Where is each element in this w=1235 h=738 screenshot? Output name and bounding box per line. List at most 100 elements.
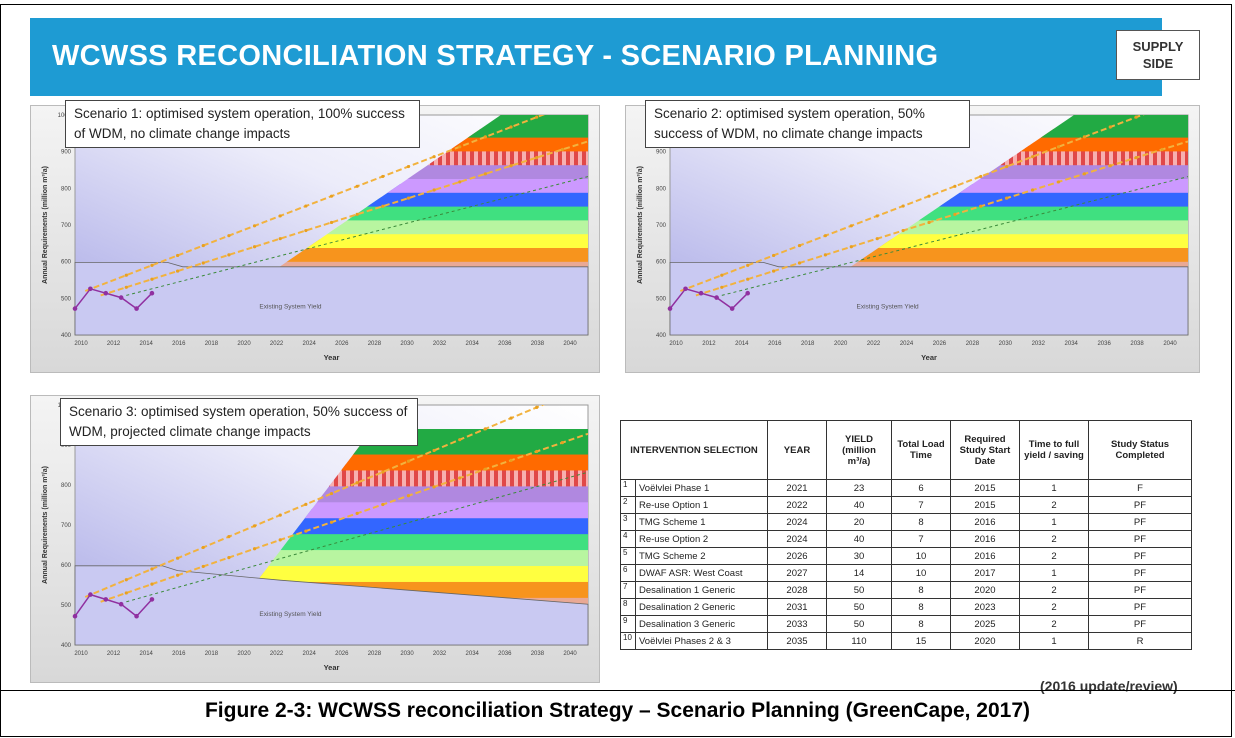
banner-title: WCWSS RECONCILIATION STRATEGY - SCENARIO…: [52, 40, 939, 72]
demand-marker: [483, 467, 487, 471]
table-cell: 8: [891, 513, 951, 531]
table-cell: 10: [891, 564, 951, 582]
demand-marker: [1031, 188, 1035, 192]
demand-marker: [176, 556, 180, 560]
x-tick-label: 2028: [368, 651, 382, 657]
historic-marker: [745, 290, 750, 296]
demand-marker: [406, 459, 411, 463]
historic-marker: [134, 613, 139, 619]
x-axis-label: Year: [921, 353, 937, 362]
table-cell: 2026: [767, 547, 827, 565]
table-cell: R: [1088, 632, 1192, 650]
x-tick-label: 2012: [107, 341, 121, 347]
historic-marker: [118, 601, 124, 607]
demand-marker: [304, 228, 308, 233]
intervention-name: Desalination 2 Generic: [635, 598, 768, 616]
demand-marker: [1056, 145, 1061, 149]
table-cell: 2025: [950, 615, 1020, 633]
demand-marker: [201, 243, 205, 248]
row-number: 5: [620, 547, 636, 565]
area-label: Existing System Yield: [259, 304, 322, 311]
x-tick-label: 2034: [466, 651, 480, 657]
demand-marker: [483, 427, 487, 431]
row-number: 9: [620, 615, 636, 633]
table-cell: 1: [1019, 479, 1089, 497]
y-tick-label: 500: [61, 603, 72, 609]
demand-marker: [1160, 147, 1164, 152]
demand-marker: [823, 253, 827, 257]
x-tick-label: 2022: [867, 341, 881, 347]
demand-marker: [355, 481, 359, 485]
demand-marker: [927, 220, 931, 225]
banner: WCWSS RECONCILIATION STRATEGY - SCENARIO…: [30, 18, 1162, 96]
y-tick-label: 700: [61, 223, 72, 229]
demand-marker: [1056, 180, 1061, 184]
demand-marker: [252, 224, 257, 228]
demand-lines: [84, 405, 588, 603]
x-tick-label: 2026: [335, 341, 349, 347]
intervention-name: Voëlvlei Phase 1: [635, 479, 768, 497]
x-tick-label: 2032: [1032, 341, 1046, 347]
chart-panel: Existing System Yield4005006007008009001…: [30, 100, 600, 373]
historic-marker: [149, 597, 155, 602]
table-cell: 40: [826, 530, 892, 548]
table-cell: PF: [1088, 496, 1192, 514]
y-tick-label: 1000: [58, 113, 72, 119]
demand-marker: [535, 449, 539, 454]
demand-line: [126, 471, 588, 603]
x-tick-label: 2036: [1097, 341, 1111, 347]
y-axis-label: Annual Requirements (million m³/a): [637, 166, 644, 284]
y-tick-label: 700: [656, 223, 667, 229]
x-tick-label: 2014: [140, 651, 154, 657]
x-tick-label: 2038: [1130, 341, 1144, 347]
demand-marker: [176, 253, 180, 258]
chart: Existing System Yield4005006007008009001…: [30, 395, 600, 683]
chart-panel: Existing System Yield4005006007008009001…: [625, 100, 1200, 373]
table-cell: 2: [1019, 581, 1089, 599]
historic-marker: [103, 597, 109, 602]
historic-demand: [669, 287, 749, 310]
demand-marker: [329, 220, 334, 225]
row-number: 1: [620, 479, 636, 497]
x-tick-label: 2026: [335, 651, 349, 657]
demand-marker: [720, 273, 724, 277]
demand-marker: [535, 156, 539, 160]
area-label: Existing System Yield: [259, 611, 322, 618]
demand-line: [84, 405, 545, 598]
table-cell: PF: [1088, 547, 1192, 565]
demand-marker: [432, 448, 436, 453]
demand-marker: [252, 245, 257, 249]
x-tick-label: 2016: [768, 341, 782, 347]
row-number: 6: [620, 564, 636, 582]
x-tick-label: 2012: [107, 651, 121, 657]
demand-marker: [329, 194, 334, 198]
table-cell: 2035: [767, 632, 827, 650]
historic-marker: [118, 295, 124, 300]
table-cell: F: [1088, 479, 1192, 497]
demand-marker: [901, 204, 905, 208]
demand-marker: [823, 234, 827, 238]
x-tick-label: 2020: [237, 341, 251, 347]
table-cell: 2: [1019, 615, 1089, 633]
y-tick-label: 700: [61, 523, 72, 529]
demand-marker: [1134, 115, 1138, 119]
x-tick-label: 2034: [1065, 341, 1079, 347]
table-cell: PF: [1088, 598, 1192, 616]
demand-marker: [252, 524, 257, 528]
x-tick-label: 2016: [172, 341, 186, 347]
table-row: 5 TMG Scheme 2 2026 30 10 2016 2 PF: [620, 547, 1192, 565]
table-cell: 7: [891, 530, 951, 548]
demand-marker: [176, 269, 180, 273]
table-cell: 2027: [767, 564, 827, 582]
row-number: 2: [620, 496, 636, 514]
y-tick-label: 900: [61, 150, 72, 156]
demand-marker: [509, 164, 513, 168]
demand-marker: [432, 485, 436, 489]
table-cell: 2022: [767, 496, 827, 514]
intervention-name: DWAF ASR: West Coast: [635, 564, 768, 582]
demand-marker: [1031, 155, 1035, 159]
demand-line: [100, 432, 588, 603]
x-tick-label: 2040: [563, 651, 577, 657]
y-tick-label: 400: [656, 333, 667, 339]
badge: SUPPLY SIDE: [1116, 30, 1200, 80]
